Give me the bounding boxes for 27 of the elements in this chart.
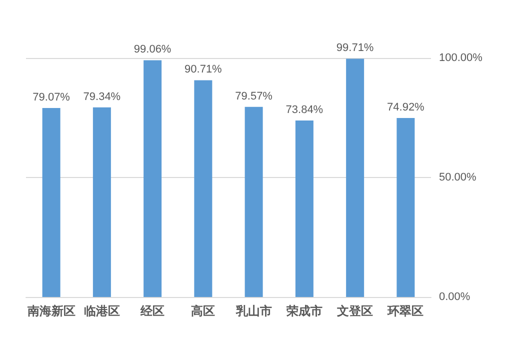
y-tick-label: 50.00% [439, 172, 477, 184]
x-tick-label: 乳山市 [234, 304, 272, 318]
data-label: 73.84% [286, 104, 324, 116]
bar [346, 58, 364, 297]
y-tick-label: 100.00% [439, 52, 483, 64]
bar [144, 60, 162, 297]
bar [42, 108, 60, 297]
bar [244, 106, 263, 297]
bar [396, 118, 415, 297]
x-tick-label: 环翠区 [386, 304, 424, 318]
y-tick-label: 0.00% [439, 291, 470, 303]
bar [194, 80, 212, 297]
x-tick-label: 临港区 [84, 304, 120, 318]
data-label: 79.57% [235, 90, 273, 102]
x-tick-label: 荣成市 [285, 304, 322, 318]
data-label: 79.34% [83, 90, 121, 103]
data-label: 74.92% [387, 101, 425, 114]
data-label: 99.06% [134, 44, 172, 56]
data-label: 90.71% [184, 64, 222, 76]
bar [92, 107, 111, 297]
x-tick-label: 南海新区 [26, 304, 76, 318]
data-label: 79.07% [32, 92, 70, 104]
x-tick-label: 高区 [191, 304, 216, 318]
bar [295, 120, 314, 297]
x-tick-label: 经区 [140, 304, 165, 318]
x-tick-label: 文登区 [336, 304, 374, 318]
data-label: 99.71% [336, 42, 374, 54]
